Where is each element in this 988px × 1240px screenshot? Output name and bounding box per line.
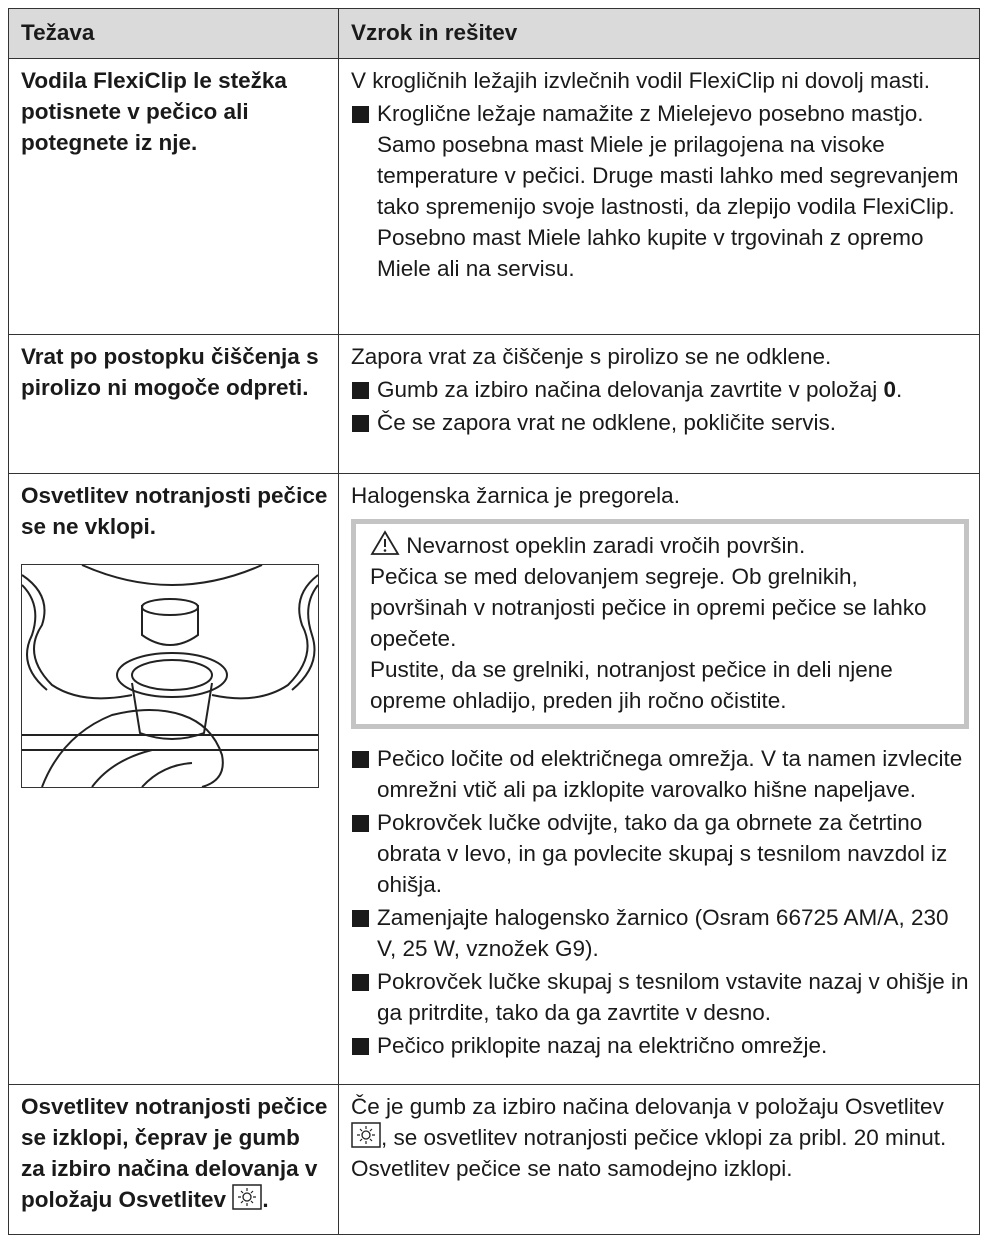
bullet-text: Gumb za izbiro načina delovanja zavrtite… — [377, 377, 884, 402]
light-icon — [351, 1122, 381, 1148]
warning-title: Nevarnost opeklin zaradi vročih površin. — [406, 533, 806, 558]
bullet: Kroglične ležaje namažite z Mielejevo po… — [351, 98, 969, 284]
bullet-text: . — [896, 377, 903, 402]
bullet: Če se zapora vrat ne odklene, pokličite … — [351, 407, 969, 438]
warning-text: Pečica se med delovanjem segreje. Ob gre… — [370, 564, 927, 651]
bullet-detail: Samo posebna mast Miele je prilagojena n… — [377, 132, 959, 281]
bullet: Pečico priklopite nazaj na električno om… — [351, 1030, 969, 1061]
header-text: Težava — [21, 20, 95, 45]
bullet: Zamenjajte halogensko žarnico (Osram 667… — [351, 902, 969, 964]
header-row: Težava Vzrok in rešitev — [8, 8, 980, 59]
warning-box: Nevarnost opeklin zaradi vročih površin.… — [351, 519, 969, 729]
cause: Halogenska žarnica je pregorela. — [351, 483, 680, 508]
header-cell: Težava — [8, 8, 339, 59]
bullet: Pokrovček lučke skupaj s tesnilom vstavi… — [351, 966, 969, 1028]
problem: Vrat po postopku čiščenja s pirolizo ni … — [21, 344, 319, 400]
row: Vodila FlexiClip le stežka potisnete v p… — [8, 58, 980, 335]
problem-cell: Vrat po postopku čiščenja s pirolizo ni … — [8, 334, 339, 474]
cause-cell: Zapora vrat za čiščenje s pirolizo se ne… — [338, 334, 980, 474]
cause: Zapora vrat za čiščenje s pirolizo se ne… — [351, 344, 832, 369]
bullet-text: Če se zapora vrat ne odklene, pokličite … — [377, 410, 836, 435]
header-cell: Vzrok in rešitev — [338, 8, 980, 59]
cause: Če je gumb za izbiro načina delovanja v … — [351, 1094, 944, 1119]
bullet: Pokrovček lučke odvijte, tako da ga obrn… — [351, 807, 969, 900]
warning-text: Pustite, da se grelniki, notranjost peči… — [370, 657, 893, 713]
problem: Vodila FlexiClip le stežka potisnete v p… — [21, 68, 287, 155]
bullet-text: Kroglične ležaje namažite z Mielejevo po… — [377, 101, 924, 126]
bullet: Pečico ločite od električnega omrežja. V… — [351, 743, 969, 805]
cause-cell: V krogličnih ležajih izvlečnih vodil Fle… — [338, 58, 980, 335]
row: Osvetlitev notranjosti pečice se izklopi… — [8, 1084, 980, 1235]
row: Vrat po postopku čiščenja s pirolizo ni … — [8, 334, 980, 474]
problem-cell: Osvetlitev notranjosti pečice se izklopi… — [8, 1084, 339, 1235]
light-icon — [232, 1184, 263, 1210]
bullet: Gumb za izbiro načina delovanja zavrtite… — [351, 374, 969, 405]
problem: Osvetlitev notranjosti pečice se izklopi… — [21, 1094, 328, 1212]
header-text: Vzrok in rešitev — [351, 20, 518, 45]
cause-cell: Če je gumb za izbiro načina delovanja v … — [338, 1084, 980, 1235]
troubleshooting-table: Težava Vzrok in rešitev Vodila FlexiClip… — [8, 8, 980, 1235]
problem-cell: Vodila FlexiClip le stežka potisnete v p… — [8, 58, 339, 335]
cause: V krogličnih ležajih izvlečnih vodil Fle… — [351, 68, 930, 93]
warning-icon — [370, 530, 400, 555]
problem: Osvetlitev notranjosti pečice se ne vklo… — [21, 483, 328, 539]
problem-cell: Osvetlitev notranjosti pečice se ne vklo… — [8, 473, 339, 1085]
row: Osvetlitev notranjosti pečice se ne vklo… — [8, 473, 980, 1085]
lamp-illustration — [21, 564, 319, 788]
cause: , se osvetlitev notranjosti pečice vklop… — [351, 1125, 947, 1181]
problem: . — [262, 1187, 269, 1212]
bullet-bold: 0 — [883, 377, 897, 402]
cause-cell: Halogenska žarnica je pregorela. Nevarno… — [338, 473, 980, 1085]
